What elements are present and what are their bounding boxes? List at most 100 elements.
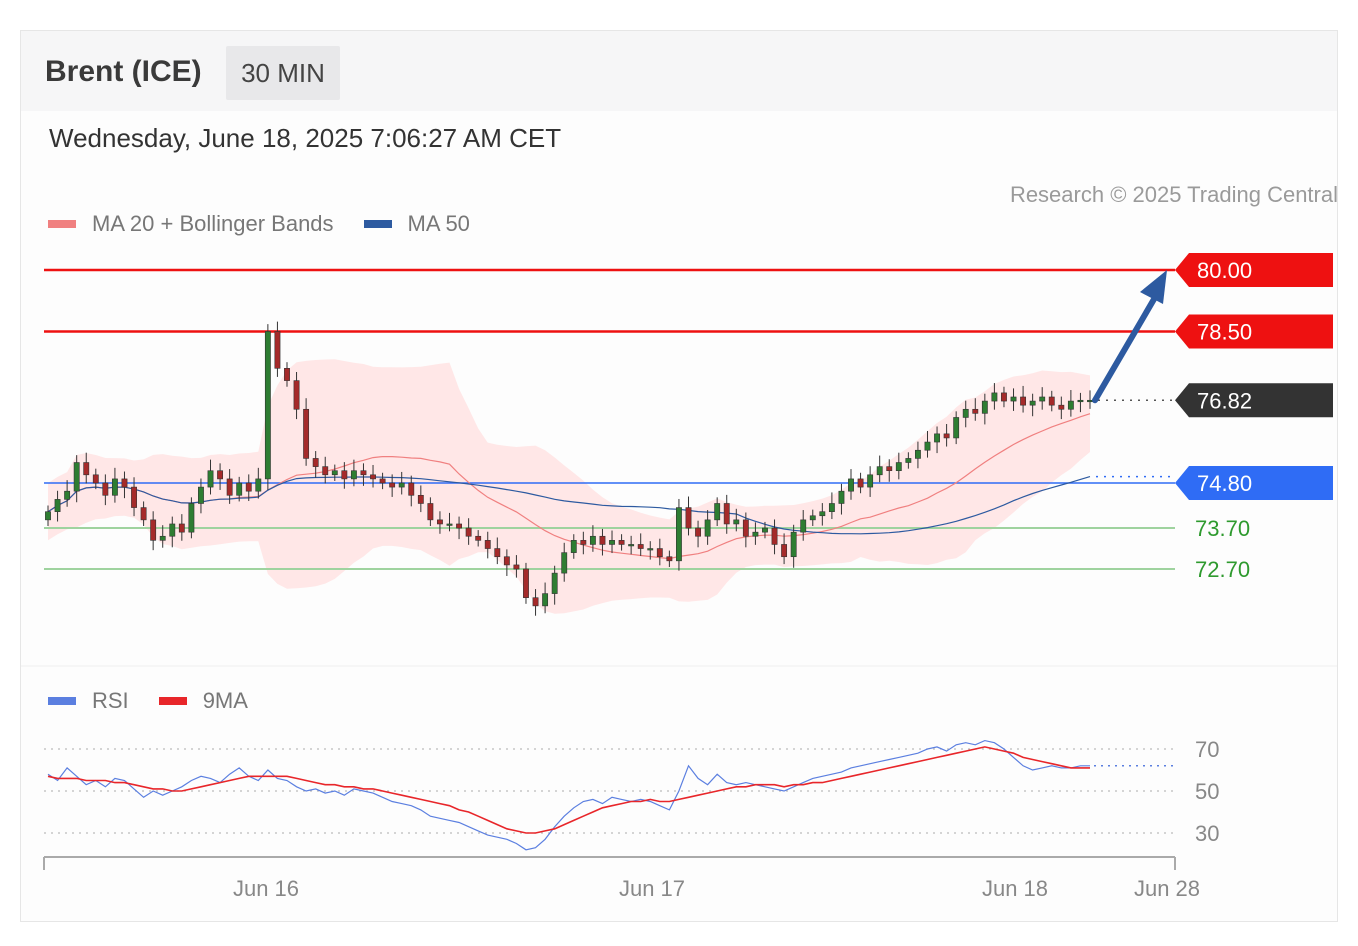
candle-body [666, 556, 673, 562]
candle-body [207, 470, 214, 488]
candle-body [876, 466, 883, 476]
candle-body [92, 474, 99, 484]
candle-body [350, 470, 357, 480]
candle-body [570, 540, 577, 553]
candle-body [226, 478, 233, 496]
resistance-label: 80.00 [1197, 258, 1252, 283]
legend-item-ma50: MA 50 [363, 211, 470, 237]
candle-body [685, 507, 692, 529]
candle-body [580, 540, 587, 545]
legend-swatch-rsi [48, 697, 76, 705]
legend-item-rsi: RSI [48, 688, 129, 714]
candle-body [771, 527, 778, 545]
support-label: 73.70 [1195, 516, 1250, 541]
candle-body [867, 474, 874, 488]
candle-body [45, 511, 51, 521]
candle-body [494, 548, 501, 558]
candle-body [427, 503, 434, 521]
last-price-tag [1175, 383, 1333, 418]
candle-body [1058, 404, 1065, 410]
candle-body [742, 519, 749, 537]
candle-body [800, 519, 807, 533]
candle-body [370, 474, 376, 480]
candle-body [972, 408, 979, 414]
candle-body [140, 507, 147, 521]
candle-body [1048, 396, 1055, 406]
candle-body [217, 470, 224, 480]
chart-header: Brent (ICE) 30 MIN [21, 31, 1337, 111]
candle-body [503, 556, 510, 566]
candle-body [1029, 400, 1036, 406]
candle-body [895, 462, 902, 472]
x-tick-label: Jun 18 [982, 876, 1048, 901]
candle-body [914, 449, 921, 459]
forecast-arrow-shaft [1092, 291, 1160, 404]
candle-body [169, 523, 176, 537]
candle-body [293, 380, 300, 410]
candle-body [255, 478, 262, 492]
candle-body [437, 519, 443, 525]
instrument-title: Brent (ICE) [45, 55, 202, 88]
candle-body [1087, 399, 1093, 403]
main-legend: MA 20 + Bollinger Bands MA 50 [48, 211, 500, 237]
candle-body [284, 368, 290, 381]
candle-body [331, 470, 338, 476]
candle-body [599, 535, 606, 545]
candle-body [102, 482, 109, 496]
candle-body [274, 331, 281, 369]
legend-item-ma20: MA 20 + Bollinger Bands [48, 211, 334, 237]
candle-body [704, 519, 711, 537]
candle-body [752, 531, 759, 537]
support-label: 72.70 [1195, 557, 1250, 582]
candle-body [150, 519, 157, 541]
candle-body [924, 441, 931, 451]
rsi-9ma-line [47, 746, 1090, 834]
candle-body [532, 597, 539, 607]
candle-body [341, 470, 348, 480]
candle-body [417, 494, 424, 504]
candle-body [1039, 396, 1046, 402]
candle-body [723, 503, 730, 525]
candle-body [676, 507, 682, 562]
timeframe-badge[interactable]: 30 MIN [226, 46, 340, 100]
x-tick-label: Jun 17 [619, 876, 685, 901]
candle-body [523, 568, 529, 598]
x-tick-label: Jun 16 [233, 876, 299, 901]
candle-body [484, 540, 491, 549]
legend-label-ma20: MA 20 + Bollinger Bands [92, 211, 334, 236]
candle-body [838, 490, 845, 504]
candle-body [656, 548, 663, 558]
resistance-tag [1175, 314, 1333, 349]
candle-body [389, 482, 396, 488]
candle-body [953, 417, 960, 439]
candle-body [379, 478, 386, 484]
candle-body [303, 408, 310, 459]
candle-body [1077, 399, 1084, 403]
candle-body [446, 523, 453, 526]
candle-body [83, 462, 90, 476]
candle-body [857, 478, 864, 488]
candle-body [589, 535, 596, 545]
candle-body [905, 458, 912, 463]
candle-body [819, 511, 826, 517]
legend-label-ma50: MA 50 [407, 211, 470, 236]
candle-body [714, 503, 721, 521]
candle-body [637, 544, 644, 549]
pivot-label: 74.80 [1197, 471, 1252, 496]
candle-body [322, 466, 329, 476]
pivot-tag [1175, 466, 1333, 500]
legend-label-9ma: 9MA [202, 688, 248, 713]
candle-body [198, 486, 204, 504]
bollinger-band-fill [48, 359, 1090, 614]
legend-swatch-ma50 [363, 220, 392, 228]
candle-body [73, 462, 80, 492]
candle-body [312, 458, 319, 467]
x-tick-label: Jun 28 [1134, 876, 1200, 901]
candle-body [188, 503, 195, 533]
candle-body [781, 544, 788, 558]
candle-body [245, 482, 252, 492]
candle-body [790, 531, 797, 558]
legend-item-9ma: 9MA [158, 688, 248, 714]
candle-body [64, 490, 71, 500]
candle-body [264, 331, 271, 480]
